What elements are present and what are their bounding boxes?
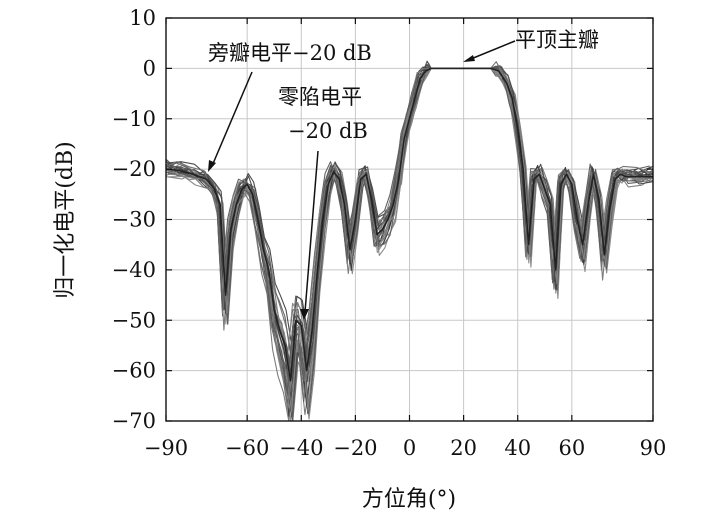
x-axis-title: 方位角(°) (362, 487, 456, 512)
series-trace (166, 67, 654, 413)
annotation-main-lobe-label: 平顶主瓣 (515, 28, 599, 52)
annotation-arrow-sidelobe (211, 71, 253, 167)
x-tick-label: −90 (144, 436, 188, 460)
x-tick-label: 0 (403, 436, 416, 460)
x-tick-label: 60 (558, 436, 585, 460)
x-tick-label: −60 (225, 436, 269, 460)
x-tick-label: 90 (640, 436, 667, 460)
y-tick-label: 0 (143, 56, 156, 80)
y-tick-label: 10 (129, 6, 156, 30)
x-tick-label: 20 (450, 436, 477, 460)
series-line (165, 67, 653, 382)
annotation-null-label-line2: −20 dB (288, 119, 368, 143)
annotation-arrow-null (304, 150, 319, 313)
annotation-null: 零陷电平 −20 dB (278, 85, 368, 320)
y-tick-label: −10 (112, 107, 156, 131)
annotation-main-lobe: 平顶主瓣 (463, 28, 599, 62)
series-curves (165, 60, 654, 422)
series-trace (165, 65, 651, 394)
arrowhead-icon (300, 309, 309, 320)
y-axis-title: 归一化电平(dB) (53, 141, 78, 298)
annotation-arrow-main-lobe (465, 40, 516, 62)
x-tick-label: 40 (504, 436, 531, 460)
y-tick-label: −30 (112, 208, 156, 232)
y-tick-label: −40 (112, 258, 156, 282)
annotation-sidelobe: 旁瓣电平−20 dB (208, 41, 372, 172)
arrowhead-icon (208, 160, 216, 172)
y-tick-label: −20 (112, 157, 156, 181)
y-tick-label: −60 (112, 359, 156, 383)
arrowhead-icon (463, 55, 475, 62)
y-tick-label: −70 (112, 409, 156, 433)
annotation-null-label-line1: 零陷电平 (278, 85, 362, 109)
tick-marks (165, 17, 654, 422)
x-tick-label: −40 (279, 436, 323, 460)
x-tick-label: −20 (333, 436, 377, 460)
grid-lines (166, 18, 653, 421)
tick-labels: −90 −60 −40 −20 0 20 40 60 90 10 0 −10 −20 −30 −40 −50 −… (112, 6, 667, 460)
y-tick-label: −50 (112, 308, 156, 332)
annotation-sidelobe-label: 旁瓣电平−20 dB (208, 41, 372, 65)
